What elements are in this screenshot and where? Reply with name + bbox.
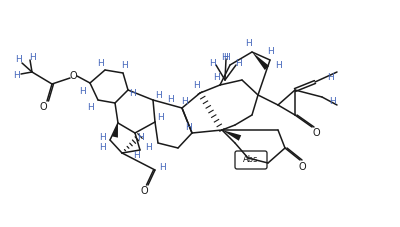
Text: H: H xyxy=(182,98,188,106)
Text: H: H xyxy=(213,74,219,82)
Text: H: H xyxy=(15,55,21,64)
Text: H: H xyxy=(210,59,216,67)
Text: O: O xyxy=(39,102,47,112)
Text: H: H xyxy=(275,62,281,71)
Text: H: H xyxy=(157,114,163,123)
Text: H: H xyxy=(88,103,94,111)
Text: H: H xyxy=(185,123,191,131)
Text: H: H xyxy=(137,133,143,143)
Text: H: H xyxy=(246,39,252,49)
Text: H: H xyxy=(100,133,106,143)
Text: O: O xyxy=(312,128,320,138)
Text: H: H xyxy=(99,143,105,153)
Text: O: O xyxy=(140,186,148,196)
Text: H: H xyxy=(29,52,35,62)
Text: H: H xyxy=(327,72,333,81)
Polygon shape xyxy=(252,52,269,70)
Text: H: H xyxy=(160,163,166,172)
Text: H: H xyxy=(235,59,241,67)
Text: H: H xyxy=(80,87,86,96)
Text: H: H xyxy=(268,47,274,55)
Text: O: O xyxy=(69,71,77,81)
Text: H: H xyxy=(121,61,127,69)
Text: H: H xyxy=(145,143,151,153)
FancyBboxPatch shape xyxy=(235,151,267,169)
Text: H: H xyxy=(130,89,136,99)
Text: H: H xyxy=(329,98,335,106)
Polygon shape xyxy=(222,130,241,141)
Text: Abs: Abs xyxy=(243,155,259,165)
Polygon shape xyxy=(112,123,118,138)
Text: H: H xyxy=(133,151,139,160)
Text: H: H xyxy=(168,96,174,104)
Text: H: H xyxy=(223,52,229,62)
Text: H: H xyxy=(14,72,20,81)
Text: H: H xyxy=(156,91,162,101)
Text: H: H xyxy=(98,59,104,67)
Text: H: H xyxy=(222,52,228,62)
Text: H: H xyxy=(193,81,199,91)
Text: O: O xyxy=(298,162,306,172)
